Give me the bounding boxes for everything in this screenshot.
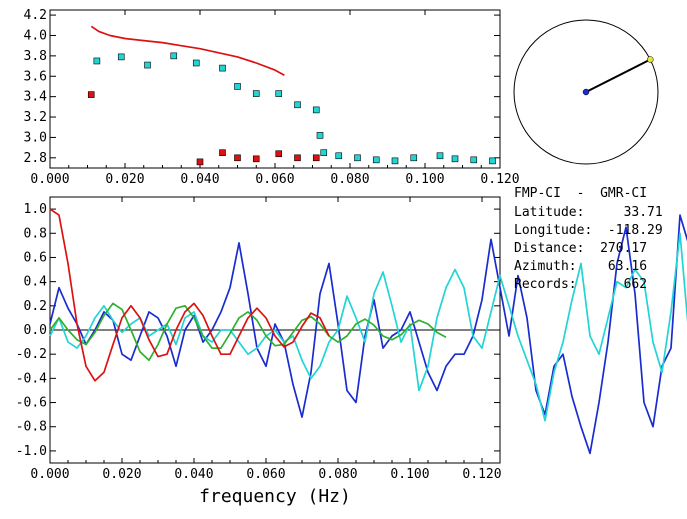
top-marker: [252, 155, 260, 163]
top-marker: [410, 154, 418, 162]
bottom-y-tick-label: 0.4: [24, 275, 48, 290]
info-station-pair: FMP-CI - GMR-CI: [514, 186, 647, 201]
top-y-tick-label: 4.2: [24, 8, 47, 23]
bottom-y-tick-label: -1.0: [16, 444, 47, 459]
top-axes: 0.000 0.020 0.040 0.060 0.080 0.100 0.120 2.8 3.…: [24, 8, 520, 187]
bottom-x-tick-label: 0.080: [318, 467, 357, 482]
bottom-panel: 0.000 0.020 0.040 0.060 0.080 0.100 0.120 1.0 0.…: [16, 196, 687, 507]
top-y-tick-label: 3.4: [24, 90, 48, 105]
top-y-tick-label: 3.6: [24, 69, 47, 84]
bottom-y-tick-label: 1.0: [24, 202, 47, 217]
top-marker: [87, 91, 95, 98]
top-marker: [316, 132, 324, 139]
bottom-series-line-1: [49, 232, 687, 422]
bottom-series-line-3: [49, 208, 330, 382]
top-marker: [451, 155, 459, 163]
top-y-tick-label: 3.8: [24, 49, 47, 64]
top-marker: [372, 156, 380, 164]
bottom-y-tick-label: -0.4: [16, 371, 47, 386]
bottom-x-tick-label: 0.020: [102, 467, 141, 482]
top-marker: [170, 52, 178, 60]
bottom-y-tick-label: 0.8: [24, 226, 47, 241]
top-marker: [312, 106, 320, 114]
bottom-series-line-2: [49, 302, 447, 362]
top-marker: [275, 150, 283, 158]
top-marker: [294, 154, 301, 162]
bottom-x-tick-label: 0.040: [174, 467, 213, 482]
top-marker: [354, 154, 361, 162]
bottom-axes: 0.000 0.020 0.040 0.060 0.080 0.100 0.120 1.0 0.…: [16, 197, 502, 482]
info-longitude: Longitude: -118.29: [514, 223, 663, 238]
top-panel: 0.000 0.020 0.040 0.060 0.080 0.100 0.120 2.8 3.…: [24, 8, 520, 187]
info-records: Records: 662: [514, 277, 647, 292]
top-series-line-0: [90, 25, 285, 76]
top-series-group: [87, 25, 496, 166]
top-marker: [391, 157, 399, 165]
top-marker: [192, 59, 200, 67]
top-marker: [93, 57, 101, 65]
top-marker: [117, 53, 125, 61]
top-marker: [320, 149, 328, 157]
top-marker: [144, 61, 151, 69]
top-x-tick-label: 0.020: [105, 172, 144, 187]
top-y-tick-label: 3.2: [24, 110, 47, 125]
bottom-x-tick-label: 0.000: [30, 467, 69, 482]
info-azimuth: Azimuth: 63.16: [514, 259, 647, 274]
top-x-tick-label: 0.120: [480, 172, 519, 187]
azimuth-line: [585, 58, 651, 93]
top-plot-frame: [49, 9, 501, 169]
bottom-series-line-0: [49, 214, 687, 455]
bottom-y-tick-label: 0.2: [24, 299, 47, 314]
bottom-x-tick-label: 0.120: [462, 467, 501, 482]
top-x-tick-label: 0.080: [330, 172, 369, 187]
top-marker: [252, 90, 260, 97]
top-x-tick-label: 0.000: [30, 172, 69, 187]
top-x-tick-label: 0.040: [180, 172, 219, 187]
top-x-tick-label: 0.100: [405, 172, 444, 187]
top-marker: [470, 156, 478, 164]
top-marker: [234, 154, 241, 162]
compass-circle: [513, 19, 659, 165]
info-latitude: Latitude: 33.71: [514, 205, 663, 220]
top-marker: [275, 90, 283, 97]
compass-center-dot: [582, 88, 590, 96]
bottom-y-tick-label: -0.6: [16, 396, 47, 411]
info-distance: Distance: 270.17: [514, 241, 647, 256]
bottom-series-group: [49, 208, 687, 455]
top-marker: [436, 152, 444, 160]
bottom-y-tick-label: 0.0: [24, 323, 47, 338]
bottom-y-tick-label: -0.2: [16, 347, 47, 362]
top-marker: [234, 83, 241, 90]
compass: [513, 19, 659, 165]
x-axis-title: frequency (Hz): [199, 486, 351, 507]
bottom-y-tick-label: -0.8: [16, 420, 47, 435]
top-marker: [335, 152, 343, 160]
top-y-tick-label: 2.8: [24, 151, 47, 166]
top-marker: [219, 149, 226, 157]
top-y-tick-label: 3.0: [24, 130, 47, 145]
bottom-y-tick-label: 0.6: [24, 250, 47, 265]
top-x-tick-label: 0.060: [255, 172, 294, 187]
info-panel: FMP-CI - GMR-CI Latitude: 33.71 Longitud…: [514, 186, 663, 292]
top-marker: [196, 158, 204, 166]
top-marker: [312, 154, 320, 162]
azimuth-tip-dot: [646, 56, 654, 63]
top-marker: [219, 64, 226, 72]
top-marker: [294, 101, 301, 109]
bottom-x-tick-label: 0.100: [390, 467, 429, 482]
top-marker: [489, 157, 496, 165]
bottom-x-tick-label: 0.060: [246, 467, 285, 482]
top-y-tick-label: 4.0: [24, 28, 47, 43]
